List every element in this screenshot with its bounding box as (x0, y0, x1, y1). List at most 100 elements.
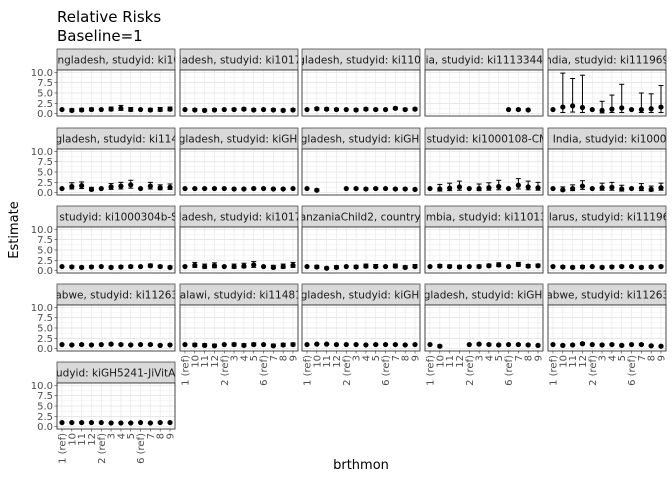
data-point (304, 341, 310, 348)
data-point (221, 341, 227, 348)
data-point (496, 342, 502, 348)
data-point (88, 186, 95, 192)
panel-border (301, 226, 421, 274)
data-point (69, 107, 75, 113)
data-point (98, 341, 104, 348)
data-point (343, 106, 349, 113)
y-tick-label: 7.5 (37, 235, 53, 246)
y-tick-label: 7.5 (37, 313, 53, 324)
data-point (270, 186, 276, 192)
data-point (456, 264, 463, 270)
data-point (270, 107, 276, 113)
facet-panel: country: Bangladesh, studyid: kiGH5241-J… (31, 361, 177, 464)
facet-strip-label: country: Bangladesh, studyid: ki1101329-… (232, 55, 491, 67)
data-point (535, 263, 541, 269)
data-point (658, 263, 664, 270)
data-point (304, 263, 310, 270)
data-point (98, 106, 104, 113)
x-tick-label: 4 (239, 355, 250, 361)
data-point (137, 106, 144, 113)
x-tick-label: 8 (279, 355, 290, 361)
data-point (535, 342, 541, 348)
data-point (456, 184, 463, 190)
data-point (638, 106, 644, 113)
x-tick-label: 6 (ref) (259, 355, 270, 386)
data-point (202, 185, 208, 192)
x-tick-label: 2 (ref) (342, 355, 353, 386)
data-point (589, 263, 595, 270)
data-point (570, 264, 576, 270)
data-point (137, 263, 144, 270)
data-point (628, 341, 635, 348)
y-tick-label: 7.5 (37, 391, 53, 402)
facet-strip-label: country: Bangladesh, studyid: kiGH5241-J… (112, 134, 366, 146)
y-axis-title: Estimate (7, 201, 22, 258)
data-point (108, 341, 114, 347)
y-tick-label: 2.5 (37, 99, 53, 110)
data-point (353, 185, 359, 192)
y-tick-label: 0.0 (37, 266, 53, 277)
y-tick-label: 2.5 (37, 412, 53, 423)
x-tick-label: 6 (ref) (136, 433, 147, 464)
panel-border (301, 69, 421, 117)
data-point (343, 263, 349, 270)
data-point (324, 341, 330, 347)
x-tick-label: 2 (ref) (588, 355, 599, 386)
data-point (79, 107, 85, 113)
data-point (392, 263, 398, 269)
data-point (343, 185, 349, 192)
data-point (157, 419, 163, 426)
data-point (648, 343, 654, 349)
data-point (589, 185, 595, 192)
panel-border (56, 304, 176, 352)
data-point (241, 186, 247, 192)
facet-strip-label: country: Bangladesh, studyid: kiGH5241-J… (357, 290, 611, 302)
data-point (88, 264, 95, 270)
x-tick-label: 11 (568, 355, 579, 368)
data-point (290, 341, 296, 348)
x-tick-label: 5 (371, 355, 382, 361)
data-point (525, 263, 531, 269)
x-tick-label: 10 (67, 433, 78, 446)
data-point (118, 183, 124, 189)
data-point (137, 419, 144, 426)
data-point (476, 185, 482, 192)
data-point (192, 262, 198, 268)
data-point (59, 419, 65, 426)
data-point (137, 341, 144, 348)
data-point (260, 341, 267, 348)
data-point (59, 341, 65, 348)
x-tick-label: 7 (514, 355, 525, 361)
data-point (251, 185, 257, 192)
data-point (59, 263, 65, 270)
x-tick-label: 7 (269, 355, 280, 361)
data-point (579, 183, 586, 189)
x-tick-label: 7 (391, 355, 402, 361)
data-point (382, 106, 389, 113)
data-point (560, 342, 566, 348)
data-point (304, 106, 310, 113)
data-point (382, 341, 389, 348)
panel-border (424, 226, 544, 274)
x-tick-label: 6 (ref) (627, 355, 638, 386)
data-point (560, 104, 566, 110)
data-point (570, 103, 576, 109)
facet-strip-label: country: India, studyid: ki1113344-GMS-N… (363, 55, 605, 67)
data-point (515, 106, 521, 113)
facet-strip-label: country: Bangladesh, studyid: kiGH5241-J… (234, 290, 488, 302)
data-point (486, 263, 492, 269)
x-tick-label: 9 (289, 355, 300, 361)
data-point (638, 341, 644, 348)
data-point (466, 341, 472, 348)
facet-panel: studyid: TanzaniaChild2, country: Tanzan… (301, 205, 421, 274)
data-point (241, 263, 247, 269)
data-point (147, 107, 153, 113)
x-tick-label: 11 (445, 355, 456, 368)
data-point (658, 104, 664, 110)
data-point (241, 342, 247, 348)
panel-border (179, 304, 299, 352)
data-point (98, 263, 104, 270)
data-point (373, 341, 379, 348)
data-point (182, 185, 188, 192)
data-point (412, 186, 418, 192)
